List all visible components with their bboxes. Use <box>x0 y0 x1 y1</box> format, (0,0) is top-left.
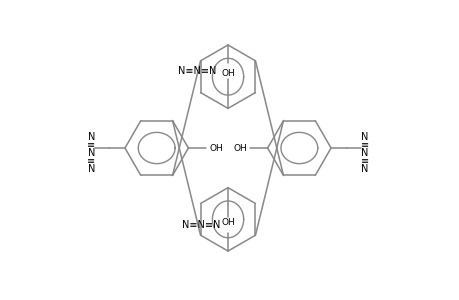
Text: OH: OH <box>209 143 223 152</box>
Text: OH: OH <box>233 143 246 152</box>
Text: N≡N≡N: N≡N≡N <box>177 66 216 76</box>
Text: N≡N≡N: N≡N≡N <box>181 220 219 230</box>
Text: N
≡
N
≡
N: N ≡ N ≡ N <box>87 132 95 174</box>
Text: OH: OH <box>221 69 235 78</box>
Text: N
≡
N
≡
N: N ≡ N ≡ N <box>360 132 368 174</box>
Text: OH: OH <box>221 218 235 227</box>
